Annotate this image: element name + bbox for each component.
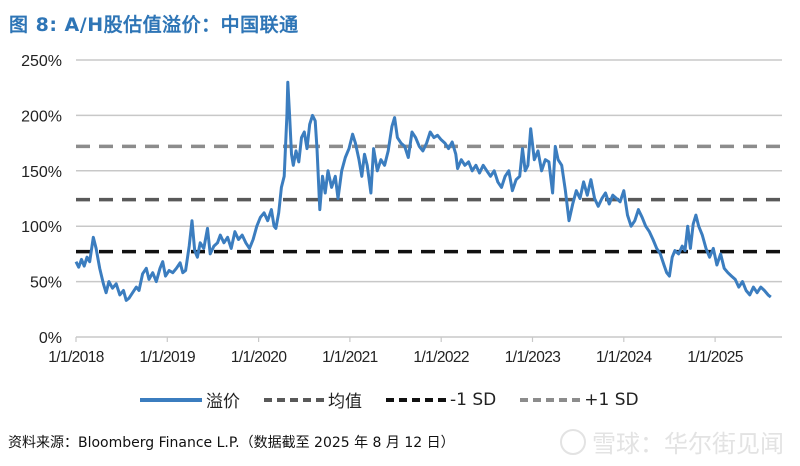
axes: 0% 50% 100% 150% 200% 250% 1/1/2018 1/1/2019 1/1… (21, 53, 782, 366)
source-note: 资料来源：Bloomberg Finance L.P.（数据截至 2025 年 … (8, 435, 455, 451)
watermark: 雪球：华尔街见闻 (560, 424, 784, 459)
y-tick-label: 100% (21, 219, 62, 236)
x-tick-label: 1/1/2024 (596, 349, 653, 366)
legend-item-plus-sd: +1 SD (520, 389, 639, 410)
x-tick-label: 1/1/2023 (505, 349, 561, 366)
x-tick-label: 1/1/2022 (413, 349, 469, 366)
legend-item-minus-sd: -1 SD (386, 390, 496, 410)
legend-label: 均值 (328, 392, 362, 412)
legend: 溢价 均值 -1 SD +1 SD (140, 387, 663, 412)
chart-title: 图 8: A/H股估值溢价：中国联通 (9, 14, 299, 36)
y-tick-label: 0% (39, 330, 62, 347)
y-tick-label: 200% (21, 108, 62, 125)
legend-label: -1 SD (450, 389, 497, 410)
premium-line (74, 80, 772, 302)
y-tick-label: 250% (21, 53, 62, 70)
dashed-line-icon (264, 397, 324, 402)
dashed-line-icon (386, 397, 446, 402)
legend-item-premium: 溢价 (140, 387, 240, 412)
y-tick-label: 50% (30, 275, 62, 292)
legend-item-mean: 均值 (264, 387, 362, 412)
solid-line-icon (140, 397, 202, 402)
snowball-logo-icon (560, 428, 586, 455)
legend-label: 溢价 (206, 392, 240, 412)
gridlines (76, 59, 782, 283)
premium-series (74, 80, 772, 302)
legend-label: +1 SD (584, 389, 639, 410)
reference-lines (76, 144, 782, 254)
x-tick-label: 1/1/2021 (322, 349, 378, 366)
watermark-text: 雪球：华尔街见闻 (592, 430, 784, 458)
y-tick-label: 150% (21, 164, 62, 181)
x-tick-label: 1/1/2020 (231, 349, 288, 366)
x-tick-label: 1/1/2025 (687, 349, 743, 366)
x-tick-label: 1/1/2019 (140, 349, 196, 366)
x-tick-label: 1/1/2018 (48, 349, 104, 366)
chart-plot: 0% 50% 100% 150% 200% 250% 1/1/2018 1/1/2019 1/1… (21, 53, 782, 366)
dashed-line-icon (520, 397, 581, 402)
